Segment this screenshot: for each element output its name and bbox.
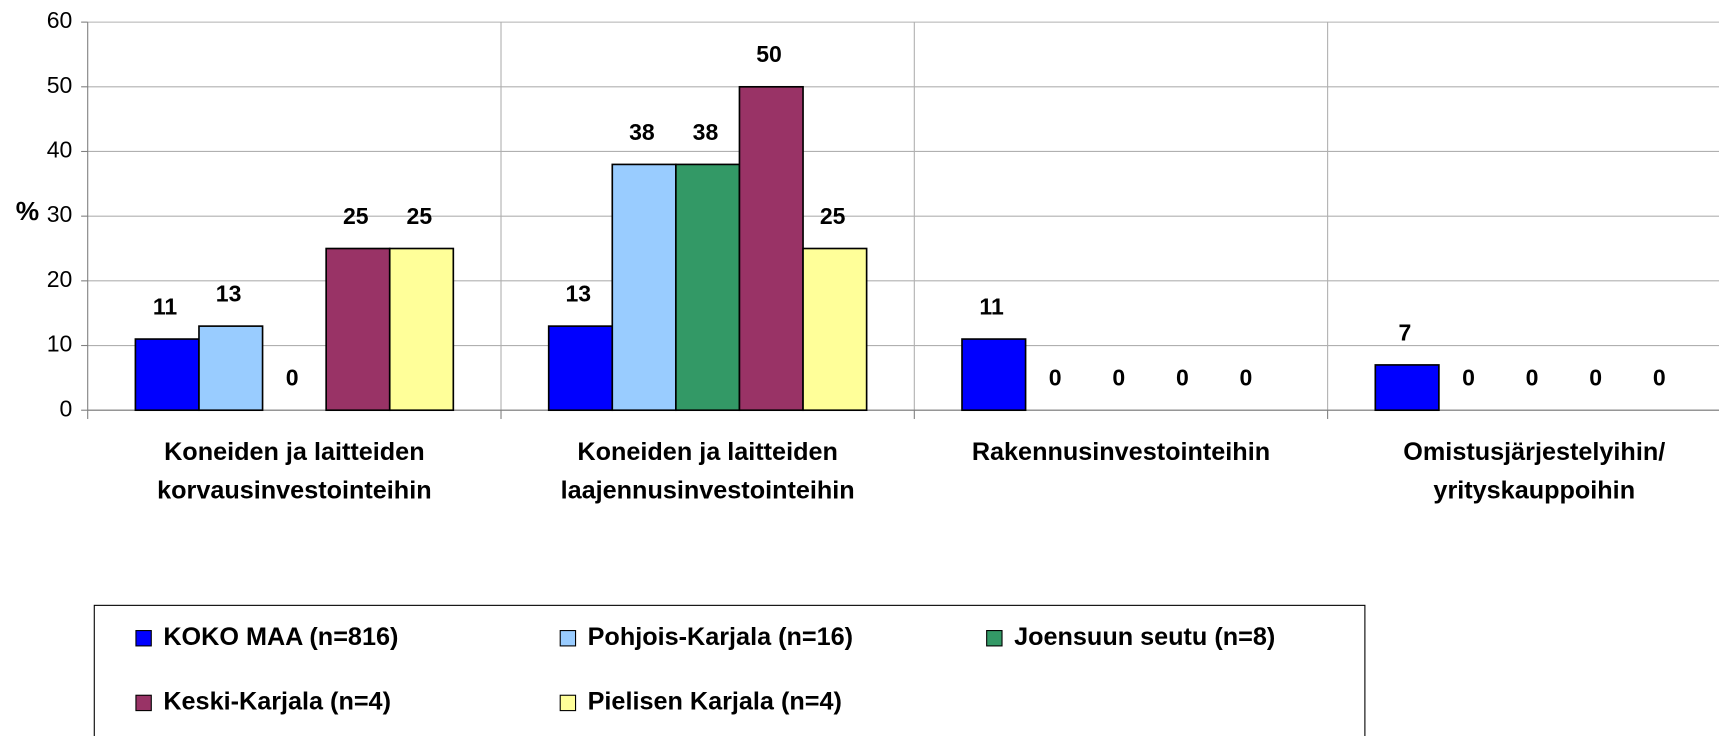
- x-tick-label: Koneiden ja laitteiden korvausinvestointe…: [157, 438, 432, 504]
- y-axis-label: %: [16, 196, 39, 226]
- data-label: 38: [693, 119, 719, 145]
- data-label: 38: [629, 119, 655, 145]
- data-label: 0: [1112, 365, 1125, 391]
- y-tick-label: 30: [47, 201, 73, 227]
- legend-swatch: [135, 694, 152, 712]
- y-tick-label: 40: [47, 137, 73, 163]
- legend-swatch: [135, 630, 152, 647]
- x-tick-label: Koneiden ja laitteiden laajennusinvestoin…: [561, 438, 855, 504]
- y-tick-label: 20: [47, 266, 73, 292]
- data-label: 25: [407, 203, 433, 229]
- y-tick-label: 0: [60, 395, 73, 421]
- data-label: 11: [153, 293, 178, 319]
- bar: [802, 247, 868, 412]
- y-tick-label: 60: [47, 7, 73, 33]
- legend-label: Joensuun seutu (n=8): [1014, 623, 1275, 651]
- x-tick-label: Omistusjärjestelyihin/yrityskauppoihin: [1403, 438, 1665, 504]
- bar: [198, 325, 264, 412]
- legend-label: Keski-Karjala (n=4): [163, 688, 391, 716]
- data-label: 50: [756, 41, 782, 67]
- legend-swatch: [986, 630, 1003, 647]
- legend-box: [93, 604, 1366, 736]
- data-label: 13: [216, 281, 242, 307]
- data-label: 0: [1049, 365, 1062, 391]
- data-label: 11: [979, 293, 1004, 319]
- data-label: 0: [1240, 365, 1253, 391]
- legend-label: KOKO MAA (n=816): [163, 623, 398, 651]
- data-label: 25: [820, 203, 846, 229]
- bar: [388, 247, 455, 412]
- bar: [134, 338, 200, 412]
- data-label: 13: [565, 281, 591, 307]
- bar: [1374, 364, 1440, 412]
- y-tick-label: 10: [47, 331, 73, 357]
- data-label: 25: [343, 203, 369, 229]
- x-tick-label: Rakennusinvestointeihin: [972, 438, 1270, 466]
- y-tick-label: 50: [47, 72, 73, 98]
- bar: [611, 163, 677, 412]
- data-label: 7: [1399, 319, 1412, 345]
- data-label: 0: [1526, 365, 1539, 391]
- bar: [675, 163, 741, 412]
- legend-swatch: [559, 630, 577, 647]
- bar: [547, 325, 614, 412]
- legend-swatch: [559, 694, 577, 712]
- bar: [961, 338, 1027, 412]
- bar: [738, 85, 804, 412]
- data-label: 0: [1653, 365, 1666, 391]
- data-label: 0: [1176, 365, 1189, 391]
- data-label: 0: [1462, 365, 1475, 391]
- bar: [325, 247, 391, 412]
- legend-label: Pohjois-Karjala (n=16): [588, 623, 853, 651]
- data-label: 0: [1589, 365, 1602, 391]
- data-label: 0: [286, 365, 299, 391]
- legend-label: Pielisen Karjala (n=4): [588, 688, 842, 716]
